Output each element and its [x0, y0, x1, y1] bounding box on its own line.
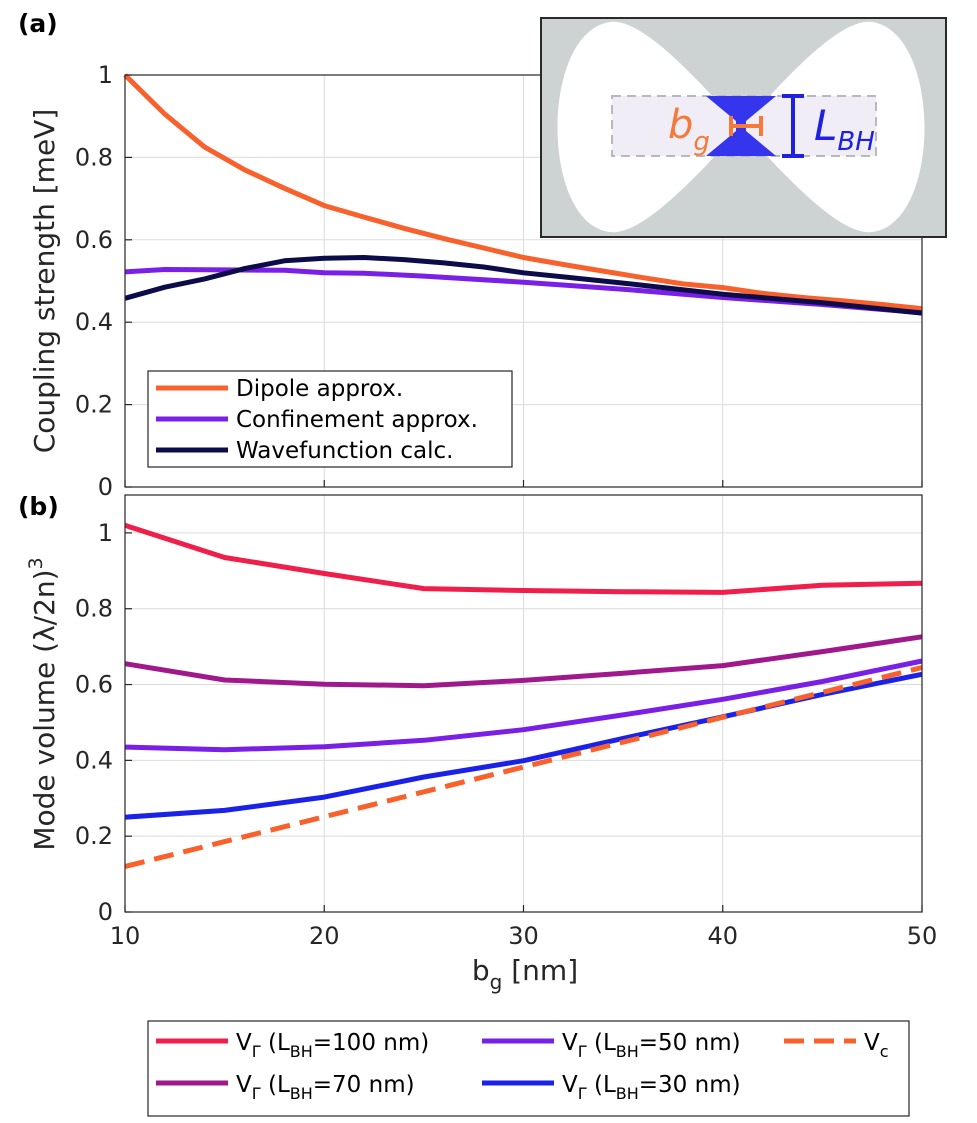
- panel-b-grid: [124, 495, 923, 913]
- panel-a-ytick-label-1: 0.2: [75, 391, 113, 419]
- panel-b-ytick-label-2: 0.4: [75, 746, 113, 774]
- panel-a-series-line-1: [124, 267, 923, 316]
- legend-label-vgamma-50: VΓ (LBH=50 nm): [562, 1030, 741, 1061]
- legend-label-vgamma-30: VΓ (LBH=30 nm): [562, 1072, 741, 1103]
- panel-b-series-line-4: [124, 665, 923, 869]
- panel-a-ytick-label-0: 0: [98, 473, 113, 501]
- panel-b-xtick-label-2: 30: [508, 922, 539, 950]
- inset-bg-label: bg: [668, 102, 710, 157]
- legend-label-vc: Vc: [864, 1030, 889, 1061]
- panel-a-series-line-2: [124, 255, 923, 316]
- panel-b-xtick-label-0: 10: [110, 922, 141, 950]
- panel-b-ytick-label-1: 0.2: [75, 822, 113, 850]
- panel-b-xtick-label-1: 20: [309, 922, 340, 950]
- panel-a-series: [123, 73, 923, 316]
- panel-b-xtick-label-3: 40: [707, 922, 738, 950]
- panel-a-label: (a): [18, 9, 58, 38]
- panel-a-ytick-label-4: 0.8: [75, 143, 113, 171]
- panel-b-ytick-label-4: 0.8: [75, 595, 113, 623]
- panel-a: (a) 0 0.2 0.4 0.6 0.8 1 Coupling strength [me…: [18, 9, 947, 501]
- inset-lbh-label: LBH: [814, 101, 875, 157]
- panel-b: (b) 0 0.2 0.4 0.6 0.8 1 10 20 30 40 50 Mode volum…: [18, 492, 937, 994]
- panel-a-series-line-0: [123, 73, 923, 312]
- panel-b-ytick-label-5: 1: [98, 519, 113, 547]
- panel-a-frame: [124, 74, 923, 488]
- panel-b-ytick-label-3: 0.6: [75, 671, 113, 699]
- panel-a-ytick-label-3: 0.6: [75, 226, 113, 254]
- panel-b-ytick-label-0: 0: [98, 898, 113, 926]
- legend-label-confinement: Confinement approx.: [236, 407, 478, 433]
- panel-b-legend-box: [147, 1020, 910, 1117]
- panel-a-ylabel: Coupling strength [meV]: [28, 109, 61, 454]
- legend-label-vgamma-100: VΓ (LBH=100 nm): [236, 1030, 429, 1061]
- panel-b-series-line-1: [124, 634, 923, 689]
- legend-label-vgamma-70: VΓ (LBH=70 nm): [236, 1072, 415, 1103]
- panel-b-label: (b): [18, 492, 59, 521]
- panel-b-legend: VΓ (LBH=100 nm) VΓ (LBH=50 nm) Vc VΓ (LB…: [147, 1020, 910, 1117]
- panel-b-series-line-3: [124, 671, 923, 820]
- legend-label-wavefunction: Wavefunction calc.: [236, 438, 453, 464]
- panel-b-xlabel: bg [nm]: [472, 954, 578, 994]
- panel-b-yticks: 0 0.2 0.4 0.6 0.8 1: [75, 519, 132, 926]
- legend-label-dipole: Dipole approx.: [236, 376, 403, 402]
- bowtie-inset: bg LBH: [540, 17, 947, 238]
- panel-b-xtick-label-4: 50: [907, 922, 938, 950]
- panel-a-ytick-label-2: 0.4: [75, 308, 113, 336]
- panel-a-yticks: 0 0.2 0.4 0.6 0.8 1: [75, 61, 132, 501]
- panel-a-ytick-label-5: 1: [98, 61, 113, 89]
- panel-b-ylabel: Mode volume (λ/2n)3: [25, 557, 61, 850]
- panel-a-legend: Dipole approx. Confinement approx. Wavef…: [147, 370, 513, 468]
- panel-b-xticks: 10 20 30 40 50: [110, 905, 938, 950]
- panel-b-series-line-2: [124, 658, 923, 753]
- panel-b-series-line-0: [124, 522, 923, 595]
- panel-b-series: [124, 522, 923, 869]
